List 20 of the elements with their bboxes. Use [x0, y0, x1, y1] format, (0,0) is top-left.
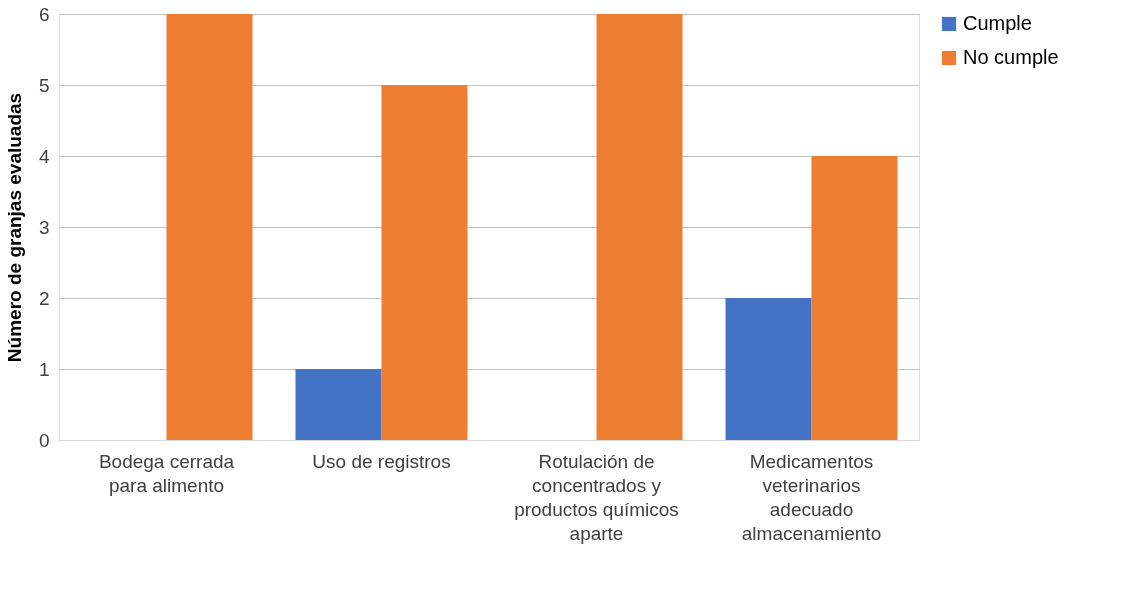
bar	[596, 14, 683, 440]
y-tick-label: 0	[38, 429, 50, 451]
x-tick-label: Uso de registros	[312, 450, 451, 472]
y-tick-label: 5	[38, 74, 50, 96]
x-tick-label: Bodega cerrada para alimento	[98, 450, 235, 496]
y-axis-title: Número de granjas evaluadas	[3, 92, 25, 363]
y-tick-label: 2	[38, 287, 50, 309]
bar	[295, 369, 382, 440]
y-tick-label: 1	[38, 358, 50, 380]
bar	[381, 85, 468, 440]
x-tick-label: Rotulación de concentrados y productos químicos aparte	[514, 450, 679, 544]
x-tick-label: Medicamentos veterinarios adecuado almacenamiento	[741, 450, 882, 544]
y-tick-label: 6	[38, 3, 50, 25]
y-tick-label: 3	[38, 216, 50, 238]
bar	[166, 14, 253, 440]
bar	[811, 156, 898, 440]
legend-label: Cumple	[963, 12, 1032, 34]
y-tick-label: 4	[38, 145, 50, 167]
legend-label: No cumple	[963, 46, 1059, 68]
bar	[725, 298, 812, 440]
